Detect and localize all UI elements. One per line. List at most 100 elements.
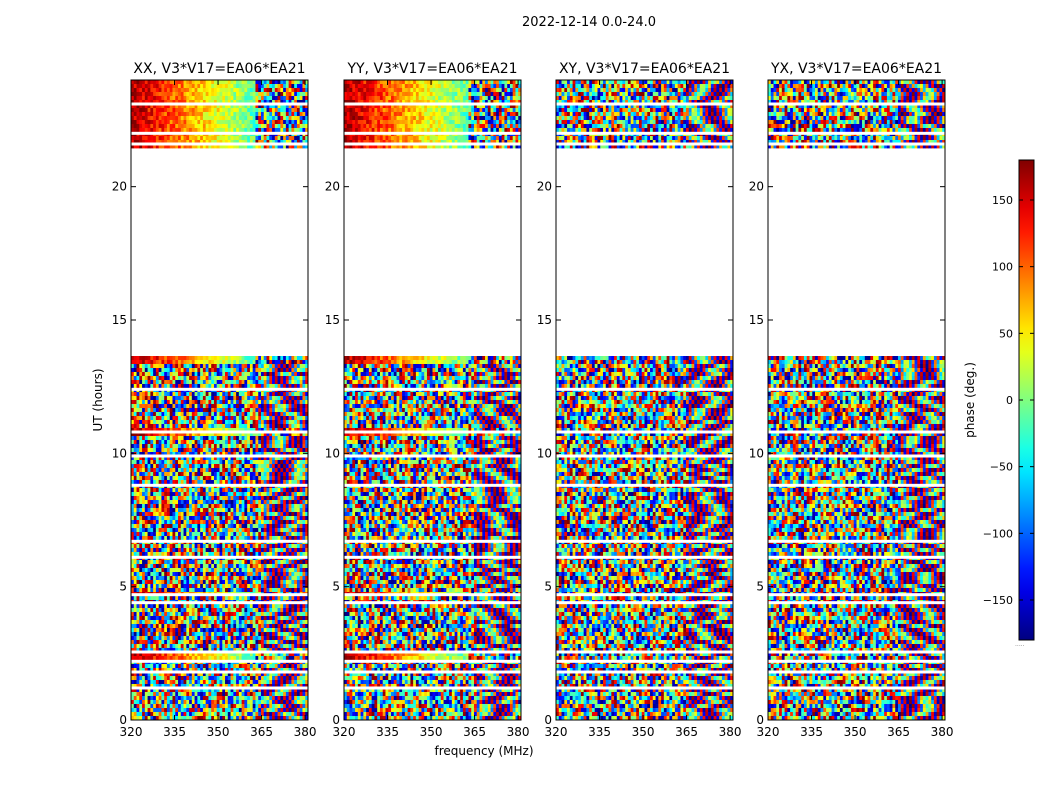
heat-cell [134, 120, 137, 124]
heat-cell [239, 404, 242, 408]
heat-cell [137, 460, 140, 464]
heat-cell [134, 364, 137, 368]
heat-cell [300, 508, 303, 512]
heat-cell [159, 92, 162, 96]
heat-cell [214, 116, 217, 120]
heat-cell [294, 400, 297, 404]
heat-cell [231, 392, 234, 396]
heat-cell [225, 476, 228, 480]
heat-cell [156, 420, 159, 424]
heat-cell [189, 392, 192, 396]
heat-cell [197, 424, 200, 428]
heat-cell [253, 368, 256, 372]
heat-cell [220, 416, 223, 420]
heat-cell [181, 128, 184, 132]
heat-cell [137, 536, 140, 540]
heat-cell [255, 380, 258, 384]
heat-cell [250, 356, 253, 360]
heat-cell [280, 508, 283, 512]
heat-cell [170, 504, 173, 508]
heat-cell [145, 120, 148, 124]
heat-cell [181, 476, 184, 480]
heat-cell [261, 488, 264, 492]
heat-cell [167, 396, 170, 400]
heat-cell [214, 416, 217, 420]
heat-cell [167, 516, 170, 520]
heat-cell [275, 420, 278, 424]
heat-cell [192, 588, 195, 592]
heat-cell [228, 124, 231, 128]
heat-cell [220, 368, 223, 372]
heat-cell [267, 84, 270, 88]
heat-cell [278, 568, 281, 572]
heat-cell [222, 564, 225, 568]
heat-cell [264, 508, 267, 512]
heat-cell [286, 96, 289, 100]
heat-cell [286, 420, 289, 424]
heat-cell [294, 440, 297, 444]
heat-cell [184, 368, 187, 372]
heat-cell [164, 444, 167, 448]
heat-cell [242, 356, 245, 360]
heat-cell [178, 500, 181, 504]
heat-cell [217, 384, 220, 388]
heat-cell [214, 524, 217, 528]
heat-cell [278, 96, 281, 100]
heat-cell [150, 92, 153, 96]
heat-cell [275, 500, 278, 504]
heat-cell [236, 588, 239, 592]
heat-cell [253, 384, 256, 388]
heat-cell [156, 568, 159, 572]
heat-cell [214, 460, 217, 464]
heat-cell [228, 460, 231, 464]
heat-cell [159, 108, 162, 112]
heat-cell [233, 412, 236, 416]
heat-cell [217, 96, 220, 100]
heat-cell [297, 96, 300, 100]
heat-cell [258, 480, 261, 484]
heat-cell [278, 380, 281, 384]
heat-cell [181, 124, 184, 128]
heat-cell [222, 84, 225, 88]
heat-cell [192, 480, 195, 484]
heat-cell [255, 84, 258, 88]
heat-cell [164, 384, 167, 388]
heat-cell [167, 580, 170, 584]
heat-cell [261, 128, 264, 132]
heat-cell [236, 572, 239, 576]
heat-cell [302, 416, 305, 420]
heat-cell [145, 384, 148, 388]
heat-cell [297, 476, 300, 480]
heat-cell [267, 372, 270, 376]
heat-cell [267, 504, 270, 508]
heat-cell [148, 116, 151, 120]
heat-cell [142, 92, 145, 96]
heat-cell [186, 564, 189, 568]
heat-cell [153, 92, 156, 96]
heat-cell [203, 356, 206, 360]
heat-cell [289, 400, 292, 404]
heat-cell [186, 444, 189, 448]
heat-cell [231, 368, 234, 372]
heat-cell [181, 488, 184, 492]
heat-cell [214, 412, 217, 416]
heat-cell [139, 112, 142, 116]
heat-cell [280, 400, 283, 404]
heat-cell [289, 120, 292, 124]
heat-cell [225, 588, 228, 592]
heat-cell [137, 468, 140, 472]
heat-cell [275, 532, 278, 536]
heat-cell [244, 532, 247, 536]
heat-cell [184, 436, 187, 440]
heat-cell [269, 424, 272, 428]
heat-cell [225, 436, 228, 440]
heat-cell [220, 124, 223, 128]
heat-cell [214, 576, 217, 580]
heat-cell [300, 584, 303, 588]
heat-cell [145, 576, 148, 580]
heat-cell [150, 368, 153, 372]
heat-cell [225, 380, 228, 384]
heat-cell [181, 92, 184, 96]
heat-cell [197, 108, 200, 112]
